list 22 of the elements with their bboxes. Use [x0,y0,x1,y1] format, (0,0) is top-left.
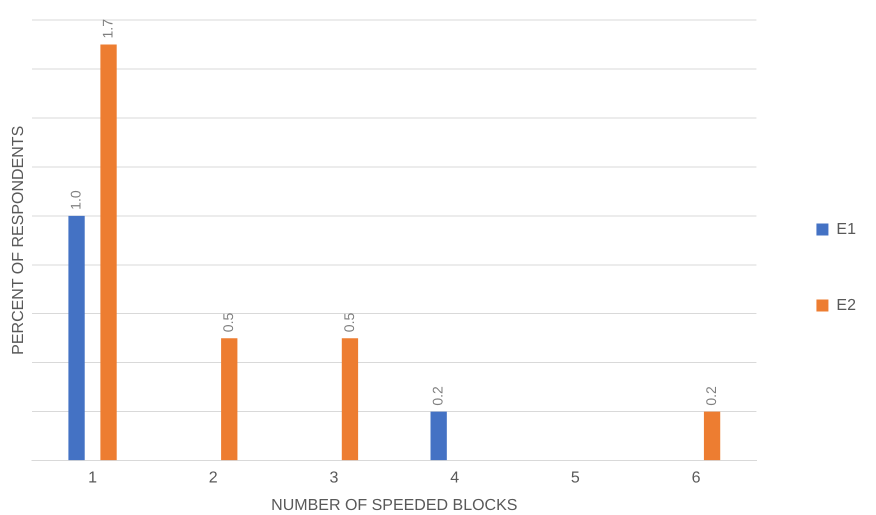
data-label: 0.2 [430,386,446,406]
x-tick-label: 5 [570,470,580,487]
x-axis-title: NUMBER OF SPEEDED BLOCKS [271,496,518,514]
bar [342,338,358,460]
legend-label: E2 [836,296,856,314]
x-tick-label: 3 [330,470,339,487]
bar [704,412,720,460]
x-tick-label: 6 [692,470,701,487]
data-label: 0.5 [340,312,357,332]
x-tick-label: 2 [208,470,218,487]
legend-label: E1 [836,220,856,238]
x-tick-label: 1 [88,470,98,487]
y-axis-title: PERCENT OF RESPONDENTS [10,126,28,355]
data-label: 0.5 [220,312,236,332]
bar [221,338,238,460]
bar [430,412,447,460]
bar [68,216,85,460]
data-label: 1.7 [99,18,116,38]
x-tick-label: 4 [450,470,460,487]
data-label: 0.2 [702,386,719,406]
bar [100,44,117,460]
data-label: 1.0 [67,190,84,210]
